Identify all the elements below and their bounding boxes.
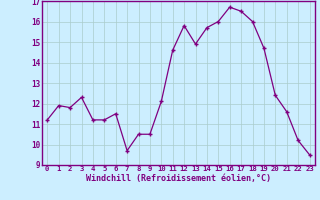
X-axis label: Windchill (Refroidissement éolien,°C): Windchill (Refroidissement éolien,°C) [86, 174, 271, 183]
